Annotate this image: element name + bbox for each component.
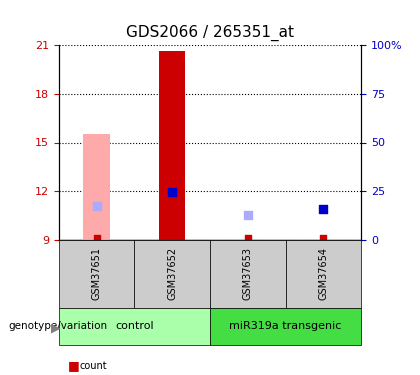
Bar [83, 134, 110, 240]
Text: GSM37654: GSM37654 [318, 247, 328, 300]
Text: count: count [80, 361, 108, 370]
Text: miR319a transgenic: miR319a transgenic [229, 321, 342, 331]
Text: GSM37651: GSM37651 [92, 247, 102, 300]
FancyBboxPatch shape [59, 308, 210, 345]
Text: ▶: ▶ [51, 322, 60, 334]
Text: ■: ■ [68, 359, 79, 372]
FancyBboxPatch shape [59, 240, 134, 308]
Bar [159, 51, 186, 240]
Text: control: control [115, 321, 154, 331]
Text: GDS2066 / 265351_at: GDS2066 / 265351_at [126, 24, 294, 40]
Text: genotype/variation: genotype/variation [8, 321, 108, 331]
Point [244, 212, 251, 218]
FancyBboxPatch shape [286, 240, 361, 308]
FancyBboxPatch shape [134, 240, 210, 308]
Point [244, 236, 251, 242]
Point [320, 236, 327, 242]
FancyBboxPatch shape [210, 240, 286, 308]
FancyBboxPatch shape [210, 308, 361, 345]
Point [169, 236, 176, 242]
Text: GSM37652: GSM37652 [167, 247, 177, 300]
Text: GSM37653: GSM37653 [243, 247, 253, 300]
Point [169, 189, 176, 195]
Point [93, 203, 100, 209]
Point [320, 206, 327, 212]
Point [93, 236, 100, 242]
